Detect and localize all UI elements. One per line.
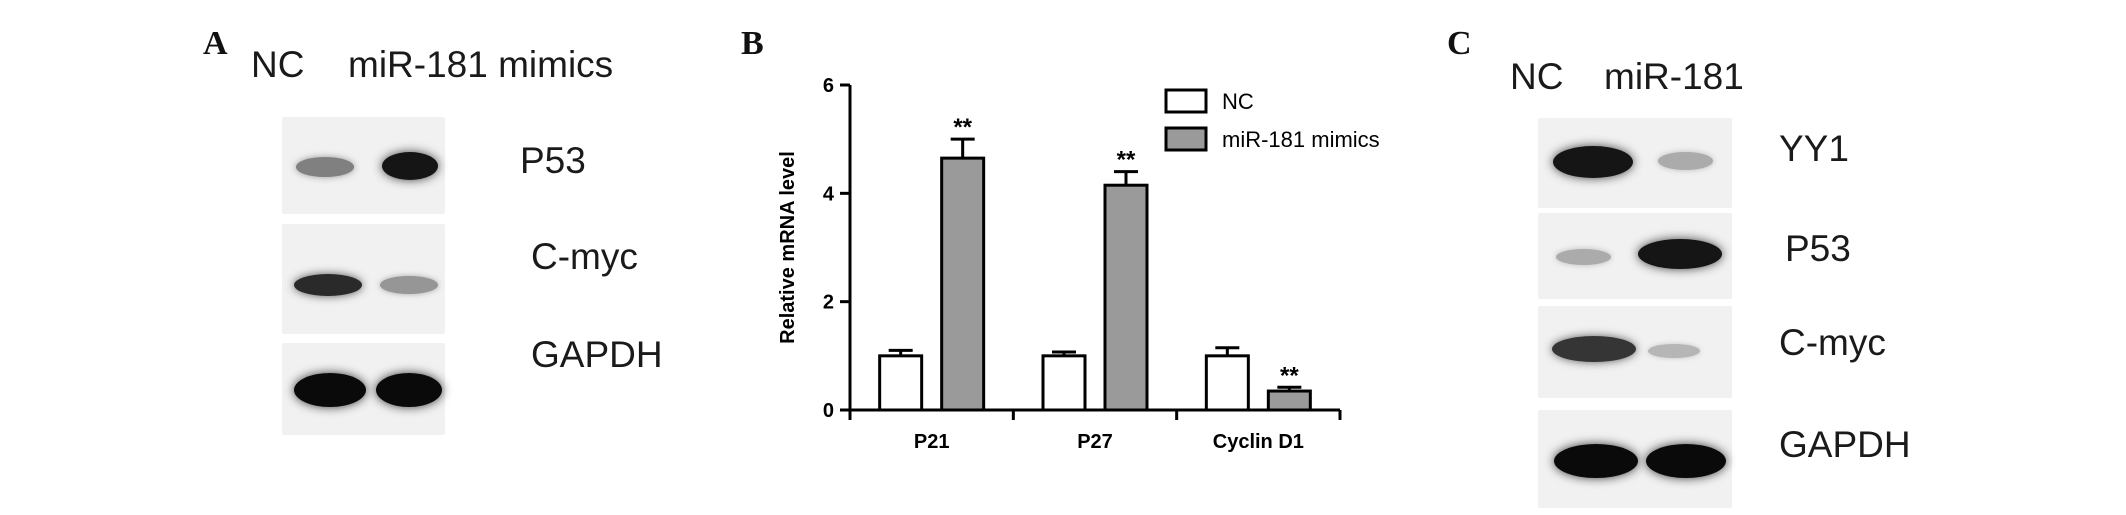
legend-label-1: miR-181 mimics [1222,127,1380,152]
y-tick-label: 6 [823,75,834,97]
panel-c-label-p53: P53 [1785,228,1851,269]
panel-c-band-gapdh-nc [1554,444,1638,478]
panel-a-label-p53: P53 [520,140,586,181]
panel-c-label-gapdh: GAPDH [1779,424,1911,465]
legend-swatch-0 [1164,88,1208,114]
panel-c-blot-p53 [1538,213,1732,299]
panel-c-band-yy1-nc [1553,146,1633,178]
panel-c-letter: C [1447,25,1472,62]
panel-c-band-yy1-mir181 [1658,152,1713,170]
y-tick-label: 0 [823,400,834,422]
panel-a-band-gapdh-mir181 [376,373,442,407]
panel-c-blot-gapdh [1538,410,1732,508]
panel-c-blot-c-myc [1538,306,1732,398]
bar-p27-series-0 [1041,354,1087,412]
panel-c-lane-mir181: miR-181 [1604,56,1744,97]
panel-a-lane-mir181-mimics: miR-181 mimics [348,44,614,85]
x-tick-label: Cyclin D1 [1213,431,1304,453]
panel-a-band-c-myc-nc [294,274,362,296]
panel-c-band-gapdh-mir181 [1646,444,1726,478]
panel-a-band-p53-nc [296,157,354,177]
bar-p21-series-1 [940,156,986,412]
panel-c-blot-yy1 [1538,118,1732,208]
y-tick-label: 4 [823,183,835,205]
bar-p27-series-1 [1103,183,1149,412]
legend-swatch-1 [1164,126,1208,152]
panel-a-band-p53-mir181 [382,152,438,180]
legend-label-0: NC [1222,89,1254,114]
panel-c-lane-nc: NC [1510,56,1564,97]
significance-marker: ** [953,114,972,141]
panel-c-label-yy1: YY1 [1779,128,1849,169]
bar-cyclin-d1-series-0 [1204,354,1250,412]
bar-p21-series-0 [878,354,924,412]
panel-a-band-c-myc-mir181 [380,276,438,294]
panel-a-blot-p53 [282,117,445,214]
panel-a-blot-c-myc [282,224,445,334]
panel-a-label-c-myc: C-myc [531,236,638,277]
panel-c-band-c-myc-mir181 [1648,344,1700,358]
y-axis-label: Relative mRNA level [777,151,799,344]
panel-c-label-c-myc: C-myc [1779,322,1886,363]
panel-c-band-p53-mir181 [1638,239,1722,269]
mrna-bar-chart: 0 2 4 6 Relative mRNA level ** P21 ** P27 ** Cycli… [777,75,1380,453]
panel-a-letter: A [203,25,228,62]
x-tick-label: P21 [914,431,950,453]
panel-a-lane-nc: NC [251,44,305,85]
bar-cyclin-d1-series-1 [1266,389,1312,412]
significance-marker: ** [1280,362,1299,389]
significance-marker: ** [1117,147,1136,174]
panel-a-blot-gapdh [282,343,445,435]
y-tick-label: 2 [823,292,834,314]
panel-a-label-gapdh: GAPDH [531,334,663,375]
panel-c-band-c-myc-nc [1552,336,1636,362]
panel-a-band-gapdh-nc [294,373,366,407]
panel-b-letter: B [741,25,764,62]
x-tick-label: P27 [1077,431,1113,453]
panel-c-band-p53-nc [1556,249,1611,265]
